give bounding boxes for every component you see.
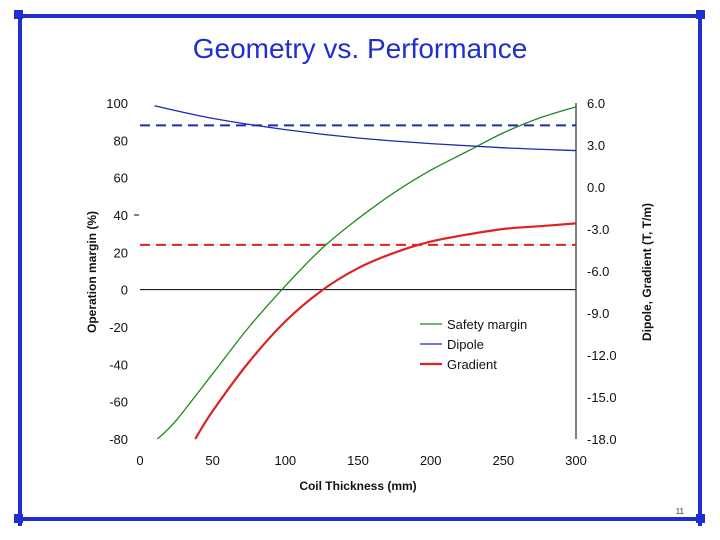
y-left-tick-label: -80	[109, 432, 128, 447]
y-left-axis-title: Operation margin (%)	[85, 211, 99, 333]
y-right-tick-label: -9.0	[587, 306, 609, 321]
y-left-tick-label: 80	[114, 133, 128, 148]
y-right-tick-label: 0.0	[587, 180, 605, 195]
x-tick-label: 100	[274, 453, 296, 468]
y-left-tick-label: 40	[114, 208, 128, 223]
y-right-tick-label: 3.0	[587, 138, 605, 153]
series-line-safety-margin	[157, 107, 576, 439]
reference-lines	[140, 125, 576, 244]
y-right-tick-label: -3.0	[587, 222, 609, 237]
y-left-tick-label: 20	[114, 245, 128, 260]
legend: Safety margin Dipole Gradient	[420, 317, 527, 372]
legend-entry: Safety margin	[447, 317, 527, 332]
x-tick-label: 200	[420, 453, 442, 468]
legend-entry: Dipole	[447, 337, 484, 352]
y-right-tick-label: -12.0	[587, 348, 617, 363]
y-right-tick-label: -6.0	[587, 264, 609, 279]
y-right-tick-label: -18.0	[587, 432, 617, 447]
y-left-tick-label: 60	[114, 171, 128, 186]
y-left-tick-label: 0	[121, 283, 128, 298]
x-axis-title: Coil Thickness (mm)	[299, 479, 416, 493]
y-left-tick-label: -20	[109, 320, 128, 335]
y-right-tick-label: -15.0	[587, 390, 617, 405]
legend-entry: Gradient	[447, 357, 497, 372]
y-left-tick-label: -60	[109, 395, 128, 410]
x-tick-label: 300	[565, 453, 587, 468]
y-left-tick-label: 100	[106, 96, 128, 111]
x-tick-label: 50	[205, 453, 219, 468]
x-tick-label: 150	[347, 453, 369, 468]
x-tick-label: 0	[136, 453, 143, 468]
y-left-tick-label: -40	[109, 357, 128, 372]
x-tick-label: 250	[492, 453, 514, 468]
y-right-axis-title: Dipole, Gradient (T, T/m)	[640, 203, 654, 341]
series-layer	[155, 106, 577, 439]
y-right-tick-label: 6.0	[587, 96, 605, 111]
